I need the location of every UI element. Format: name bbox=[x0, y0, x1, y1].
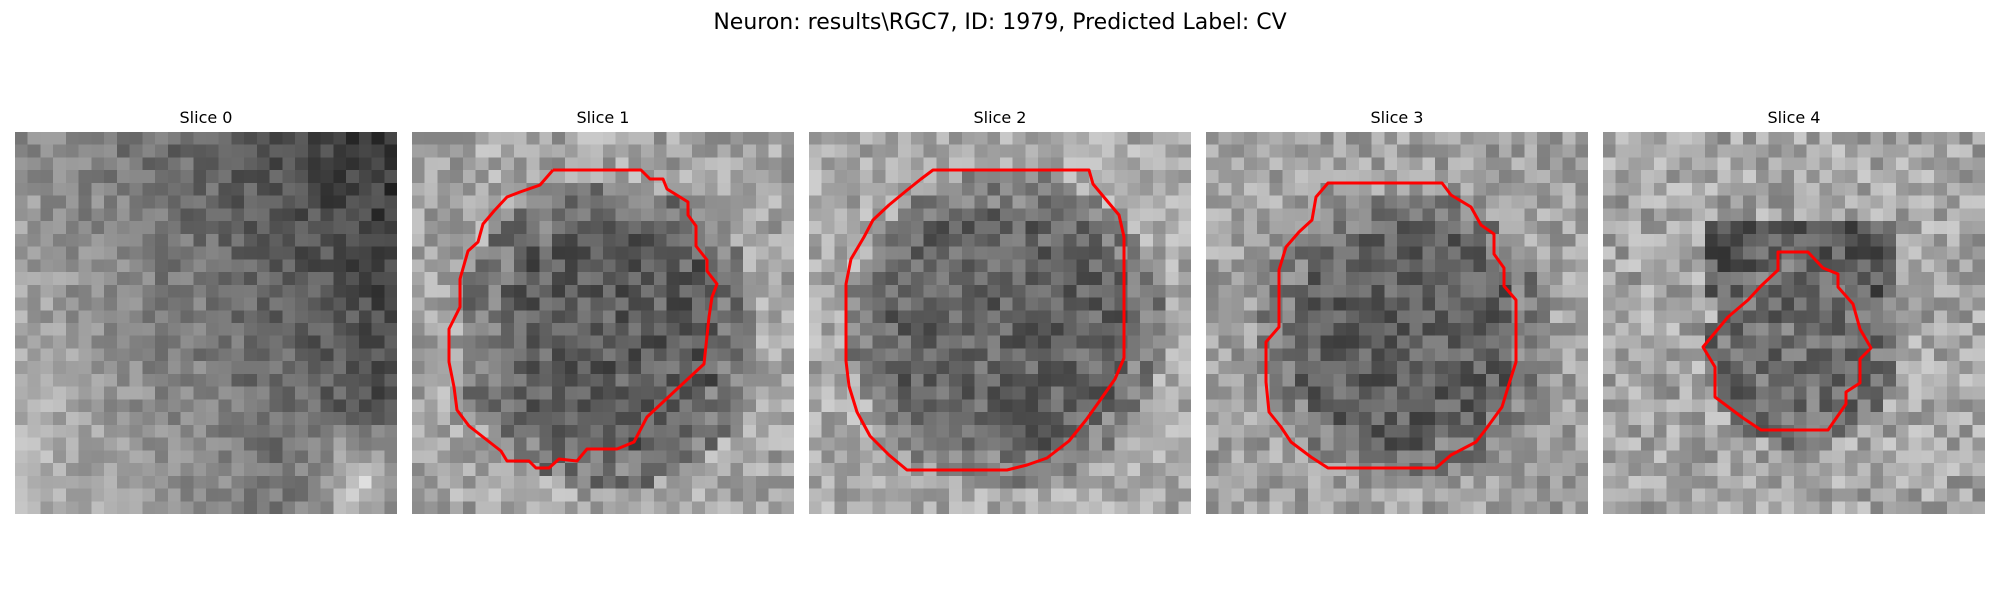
slice-panel-3: Slice 3 bbox=[1206, 104, 1588, 514]
slice-image-1 bbox=[412, 132, 794, 514]
slice-image-2 bbox=[809, 132, 1191, 514]
slice-panel-0: Slice 0 bbox=[15, 104, 397, 514]
figure-title: Neuron: results\RGC7, ID: 1979, Predicte… bbox=[713, 10, 1287, 35]
slice-title-4: Slice 4 bbox=[1767, 108, 1821, 127]
slice-image-0 bbox=[15, 132, 397, 514]
slice-panel-1: Slice 1 bbox=[412, 104, 794, 514]
slice-image-4 bbox=[1603, 132, 1985, 514]
slice-panel-4: Slice 4 bbox=[1603, 104, 1985, 514]
slice-title-3: Slice 3 bbox=[1370, 108, 1424, 127]
slice-title-2: Slice 2 bbox=[973, 108, 1027, 127]
slice-title-1: Slice 1 bbox=[576, 108, 630, 127]
slice-image-3 bbox=[1206, 132, 1588, 514]
slice-title-0: Slice 0 bbox=[179, 108, 233, 127]
slice-panel-2: Slice 2 bbox=[809, 104, 1191, 514]
